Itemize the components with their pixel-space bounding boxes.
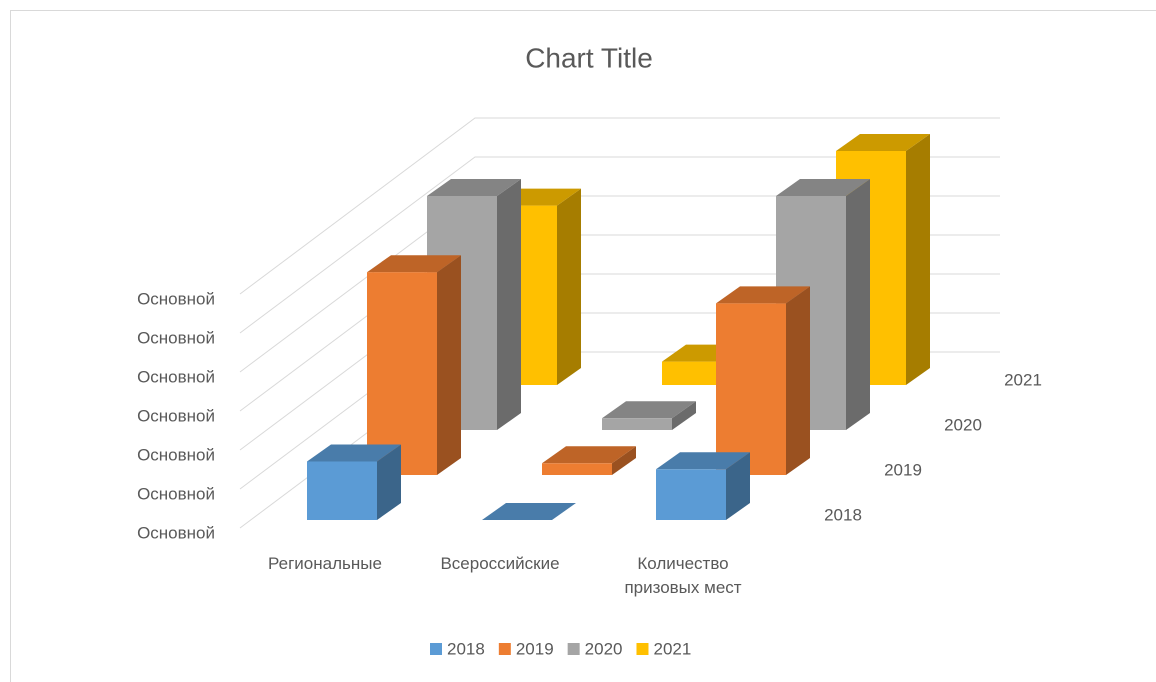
legend-swatch	[636, 643, 649, 655]
bar-side	[612, 446, 636, 475]
bar-side	[377, 444, 401, 520]
bar-top	[367, 255, 461, 273]
grid-line	[239, 117, 1000, 295]
depth-axis-label: 2021	[1004, 370, 1042, 389]
bar	[367, 272, 437, 475]
bar-side	[726, 452, 750, 520]
legend-swatch	[498, 643, 511, 655]
bar-top	[427, 179, 521, 196]
chart-title: Chart Title	[525, 42, 653, 73]
bar-top	[716, 286, 810, 304]
depth-axis-label: 2018	[824, 505, 862, 524]
legend-swatch	[567, 643, 580, 655]
bar-top	[542, 446, 636, 464]
bar	[542, 463, 612, 475]
legend-label: 2019	[516, 639, 554, 658]
x-tick-label: Всероссийские	[440, 554, 560, 573]
bar	[602, 418, 672, 430]
y-tick-label: Основной	[137, 328, 215, 347]
legend-label: 2020	[585, 639, 623, 658]
bar	[662, 361, 732, 385]
y-tick-label: Основной	[137, 367, 215, 386]
legend-label: 2021	[653, 639, 691, 658]
bar-top	[836, 134, 930, 151]
y-tick-label: Основной	[137, 406, 215, 425]
bar-top	[776, 179, 870, 196]
legend-label: 2018	[447, 639, 485, 658]
bar-top	[656, 452, 750, 470]
bar-side	[846, 179, 870, 430]
bar-side	[437, 255, 461, 475]
bar-side	[906, 134, 930, 385]
bar	[716, 303, 786, 475]
x-tick-label: Региональные	[268, 554, 382, 573]
depth-axis-label: 2019	[884, 460, 922, 479]
bar-side	[557, 188, 581, 385]
bar-side	[497, 179, 521, 430]
bar-side	[786, 286, 810, 475]
bar-side	[672, 401, 696, 430]
bar-top	[602, 401, 696, 419]
y-tick-label: Основной	[137, 484, 215, 503]
y-tick-label: Основной	[137, 445, 215, 464]
y-tick-label: Основной	[137, 523, 215, 542]
bar-top	[307, 444, 401, 462]
bar	[307, 461, 377, 520]
legend-swatch	[430, 643, 442, 655]
bar-top	[482, 503, 576, 520]
chart-border	[10, 10, 1156, 682]
y-tick-label: Основной	[137, 289, 215, 308]
depth-axis-label: 2020	[944, 415, 982, 434]
x-tick-label: Количество призовых мест	[624, 554, 742, 597]
bar	[656, 469, 726, 520]
grid-line	[239, 156, 1000, 334]
